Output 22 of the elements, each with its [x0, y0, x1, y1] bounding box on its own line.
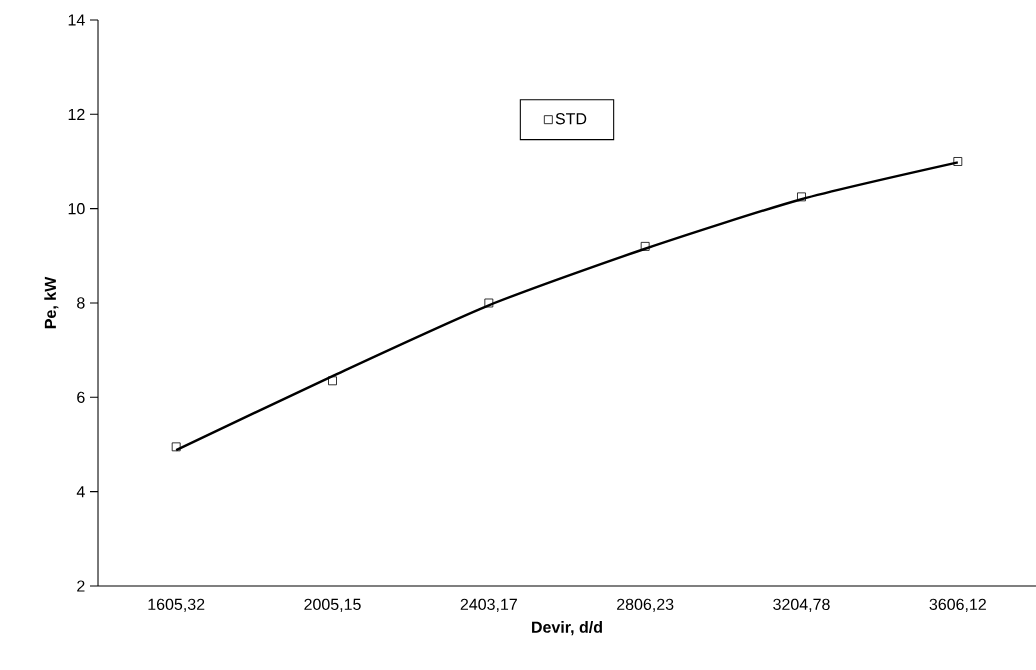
x-tick-label: 2806,23: [617, 598, 674, 612]
x-tick-label: 1605,32: [148, 598, 205, 612]
point: [953, 157, 963, 166]
y-tick-label: 12: [68, 108, 85, 120]
x-axis-title: Devir, d/d: [532, 621, 602, 636]
x-tick-label: 3204,78: [773, 598, 830, 612]
point: [640, 241, 650, 251]
point: [484, 298, 494, 308]
point: [797, 192, 806, 202]
y-tick-label: 14: [68, 14, 85, 26]
y-tick-label: 8: [77, 297, 85, 309]
x-tick-label: 3606,12: [929, 598, 986, 612]
y-tick-label: 10: [68, 203, 85, 215]
legend-label: STD: [555, 113, 587, 125]
x-tick-label: 2403,17: [460, 598, 517, 612]
point: [171, 442, 181, 452]
x-tick-label: 2005,15: [304, 598, 361, 612]
y-tick-label: 2: [77, 580, 85, 592]
y-tick-label: 6: [77, 391, 85, 403]
y-axis-title: Pe, kW: [44, 276, 59, 329]
point: [328, 376, 337, 386]
y-tick-label: 4: [76, 486, 85, 498]
